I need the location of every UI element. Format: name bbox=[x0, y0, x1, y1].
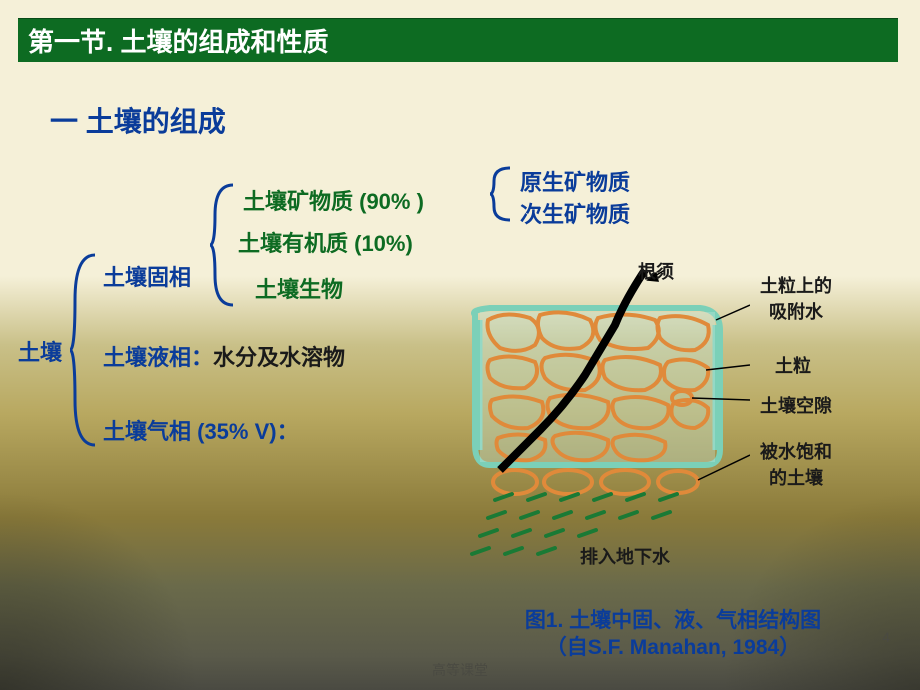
section-title-bar: 第一节. 土壤的组成和性质 bbox=[18, 18, 898, 62]
label-groundwater: 排入地下水 bbox=[580, 543, 670, 569]
section-title: 第一节. 土壤的组成和性质 bbox=[28, 22, 328, 59]
page-number: 4 bbox=[882, 629, 890, 645]
bracket-mineral-icon bbox=[490, 165, 514, 223]
solid-biota: 土壤生物 bbox=[255, 272, 343, 304]
soil-structure-diagram bbox=[450, 270, 750, 570]
phase-liquid-desc: 水分及水溶物 bbox=[213, 345, 345, 370]
mineral-secondary: 次生矿物质 bbox=[520, 197, 630, 229]
subsection-heading: 一 土壤的组成 bbox=[50, 100, 226, 140]
solid-mineral: 土壤矿物质 (90% ) bbox=[243, 184, 424, 216]
phase-liquid: 土壤液相：水分及水溶物 bbox=[103, 340, 345, 372]
phase-solid: 土壤固相 bbox=[103, 260, 191, 292]
bracket-solid-icon bbox=[210, 180, 238, 310]
label-adsorbed-water: 土粒上的 吸附水 bbox=[760, 272, 832, 324]
bracket-root-icon bbox=[70, 250, 100, 450]
phase-liquid-label: 土壤液相： bbox=[103, 345, 213, 370]
label-saturated: 被水饱和 的土壤 bbox=[760, 438, 832, 490]
caption-line2: （自S.F. Manahan, 1984） bbox=[458, 634, 888, 661]
mineral-primary: 原生矿物质 bbox=[520, 165, 630, 197]
hierarchy-root: 土壤 bbox=[18, 335, 62, 367]
label-particle: 土粒 bbox=[775, 352, 811, 378]
footer-text: 高等课堂 bbox=[432, 660, 488, 680]
phase-gas: 土壤气相 (35% V)： bbox=[103, 414, 299, 446]
solid-organic: 土壤有机质 (10%) bbox=[238, 226, 413, 258]
label-root-hair: 根须 bbox=[638, 258, 674, 284]
figure-caption: 图1. 土壤中固、液、气相结构图 （自S.F. Manahan, 1984） bbox=[458, 607, 888, 662]
label-void: 土壤空隙 bbox=[760, 392, 832, 418]
caption-line1: 图1. 土壤中固、液、气相结构图 bbox=[458, 607, 888, 634]
